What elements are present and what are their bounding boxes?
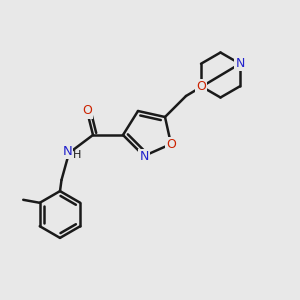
Text: O: O bbox=[82, 104, 92, 118]
Text: O: O bbox=[196, 80, 206, 93]
Text: N: N bbox=[63, 145, 72, 158]
Text: N: N bbox=[235, 57, 245, 70]
Text: H: H bbox=[73, 150, 82, 161]
Text: O: O bbox=[166, 137, 176, 151]
Text: N: N bbox=[139, 149, 149, 163]
